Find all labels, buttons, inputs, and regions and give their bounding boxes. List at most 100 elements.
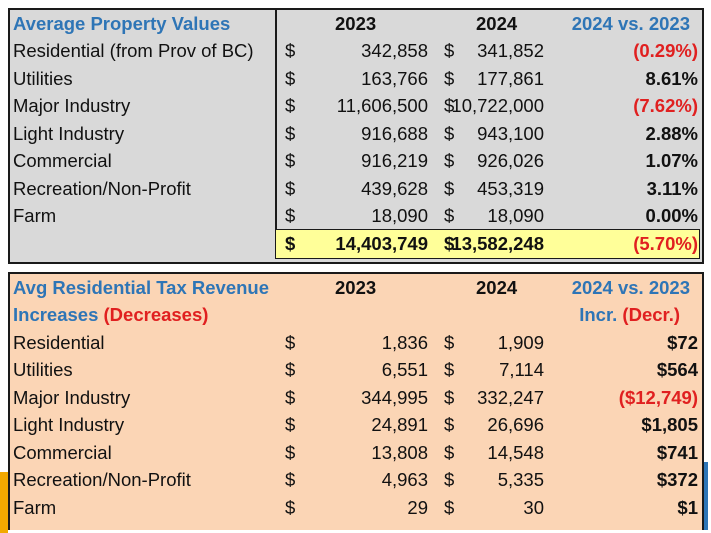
revenue-year1-header: 2023 xyxy=(335,276,377,298)
property-value-2024: 10,722,000 xyxy=(451,95,544,117)
decr-label: (Decr.) xyxy=(622,304,680,326)
revenue-currency-2023: $ xyxy=(285,414,296,436)
revenue-currency-2024: $ xyxy=(444,496,455,518)
revenue-value-2023: 24,891 xyxy=(371,414,428,436)
revenue-row: Farm $29 $30 $1 xyxy=(10,494,702,522)
property-label: Major Industry xyxy=(13,95,131,117)
revenue-currency-2024: $ xyxy=(444,331,455,353)
revenue-title-line2: Increases (Decreases) xyxy=(13,302,208,330)
property-currency-2024: $ xyxy=(444,67,455,89)
revenue-change: $741 xyxy=(656,441,698,463)
revenue-value-2024: 26,696 xyxy=(487,414,544,436)
property-change: 3.11% xyxy=(646,177,698,199)
revenue-value-2024: 332,247 xyxy=(477,386,544,408)
property-change: (0.29%) xyxy=(633,40,698,62)
property-value-2023: 439,628 xyxy=(361,177,428,199)
revenue-label: Commercial xyxy=(13,441,112,463)
revenue-row: Utilities $6,551 $7,114 $564 xyxy=(10,357,702,385)
revenue-value-2023: 344,995 xyxy=(361,386,428,408)
property-currency-2023: $ xyxy=(285,205,296,227)
property-value-2024: 453,319 xyxy=(477,177,544,199)
revenue-change: $1 xyxy=(677,496,698,518)
revenue-change: ($12,749) xyxy=(618,386,698,408)
revenue-compare-header: 2024 vs. 2023 xyxy=(571,276,690,298)
total-2024: 13,582,248 xyxy=(451,233,544,254)
increases-label: Increases xyxy=(13,304,99,326)
revenue-change: $564 xyxy=(656,359,698,381)
incr-label: Incr. xyxy=(579,304,618,326)
column-divider xyxy=(275,10,277,230)
revenue-currency-2024: $ xyxy=(444,386,455,408)
revenue-value-2024: 14,548 xyxy=(487,441,544,463)
property-compare-header: 2024 vs. 2023 xyxy=(571,12,690,34)
property-currency-2023: $ xyxy=(285,122,296,144)
property-change: 2.88% xyxy=(645,122,698,144)
total-highlight xyxy=(275,229,700,259)
revenue-change: $1,805 xyxy=(641,414,698,436)
total-currency-2023: $ xyxy=(285,233,296,254)
revenue-value-2023: 13,808 xyxy=(371,441,428,463)
revenue-row: Major Industry $344,995 $332,247 ($12,749) xyxy=(10,384,702,412)
revenue-currency-2023: $ xyxy=(285,469,296,491)
revenue-label: Farm xyxy=(13,496,57,518)
right-accent-bar xyxy=(704,462,708,530)
revenue-header-row-2: Increases (Decreases) Incr. (Decr.) xyxy=(10,302,702,330)
property-value-2024: 177,861 xyxy=(477,67,544,89)
revenue-currency-2023: $ xyxy=(285,386,296,408)
property-currency-2024: $ xyxy=(444,150,455,172)
total-change: (5.70%) xyxy=(633,233,698,254)
property-currency-2023: $ xyxy=(285,40,296,62)
property-currency-2024: $ xyxy=(444,95,455,117)
property-label: Residential (from Prov of BC) xyxy=(13,40,254,62)
property-row: Recreation/Non-Profit $439,628 $453,319 3.1… xyxy=(10,175,702,203)
revenue-value-2023: 6,551 xyxy=(381,359,428,381)
revenue-currency-2024: $ xyxy=(444,414,455,436)
property-currency-2024: $ xyxy=(444,40,455,62)
property-label: Light Industry xyxy=(13,122,125,144)
revenue-row: Recreation/Non-Profit $4,963 $5,335 $372 xyxy=(10,467,702,495)
property-change: 0.00% xyxy=(645,205,698,227)
revenue-currency-2023: $ xyxy=(285,331,296,353)
property-change: 1.07% xyxy=(645,150,698,172)
property-currency-2023: $ xyxy=(285,95,296,117)
property-row: Commercial $916,219 $926,026 1.07% xyxy=(10,148,702,176)
revenue-row: Light Industry $24,891 $26,696 $1,805 xyxy=(10,412,702,440)
revenue-label: Residential xyxy=(13,331,105,353)
property-value-2023: 18,090 xyxy=(371,205,428,227)
revenue-currency-2024: $ xyxy=(444,359,455,381)
property-currency-2023: $ xyxy=(285,150,296,172)
revenue-currency-2024: $ xyxy=(444,441,455,463)
revenue-compare-sub: Incr. (Decr.) xyxy=(579,302,680,330)
revenue-value-2023: 4,963 xyxy=(381,469,428,491)
total-2023: 14,403,749 xyxy=(335,233,428,254)
revenue-value-2023: 29 xyxy=(407,496,428,518)
property-value-2024: 18,090 xyxy=(487,205,544,227)
revenue-value-2023: 1,836 xyxy=(381,331,428,353)
property-row: Major Industry $11,606,500 $10,722,000 (7.6… xyxy=(10,93,702,121)
property-label: Commercial xyxy=(13,150,112,172)
property-label: Utilities xyxy=(13,67,73,89)
property-year1-header: 2023 xyxy=(335,12,377,34)
property-value-2024: 943,100 xyxy=(477,122,544,144)
revenue-change: $72 xyxy=(667,331,698,353)
property-currency-2023: $ xyxy=(285,67,296,89)
revenue-label: Major Industry xyxy=(13,386,131,408)
revenue-header-row: Avg Residential Tax Revenue 2023 2024 20… xyxy=(10,274,702,302)
left-accent-bar xyxy=(0,472,8,533)
revenue-value-2024: 7,114 xyxy=(499,359,544,381)
property-title: Average Property Values xyxy=(13,12,231,34)
property-row: Utilities $163,766 $177,861 8.61% xyxy=(10,65,702,93)
revenue-currency-2023: $ xyxy=(285,496,296,518)
property-currency-2024: $ xyxy=(444,122,455,144)
revenue-currency-2023: $ xyxy=(285,441,296,463)
property-change: 8.61% xyxy=(645,67,698,89)
property-change: (7.62%) xyxy=(633,95,698,117)
revenue-value-2024: 5,335 xyxy=(497,469,544,491)
revenue-label: Recreation/Non-Profit xyxy=(13,469,191,491)
property-year2-header: 2024 xyxy=(476,12,518,34)
revenue-currency-2023: $ xyxy=(285,359,296,381)
revenue-row: Residential $1,836 $1,909 $72 xyxy=(10,329,702,357)
property-value-2024: 341,852 xyxy=(477,40,544,62)
property-row: Light Industry $916,688 $943,100 2.88% xyxy=(10,120,702,148)
property-value-2023: 163,766 xyxy=(361,67,428,89)
